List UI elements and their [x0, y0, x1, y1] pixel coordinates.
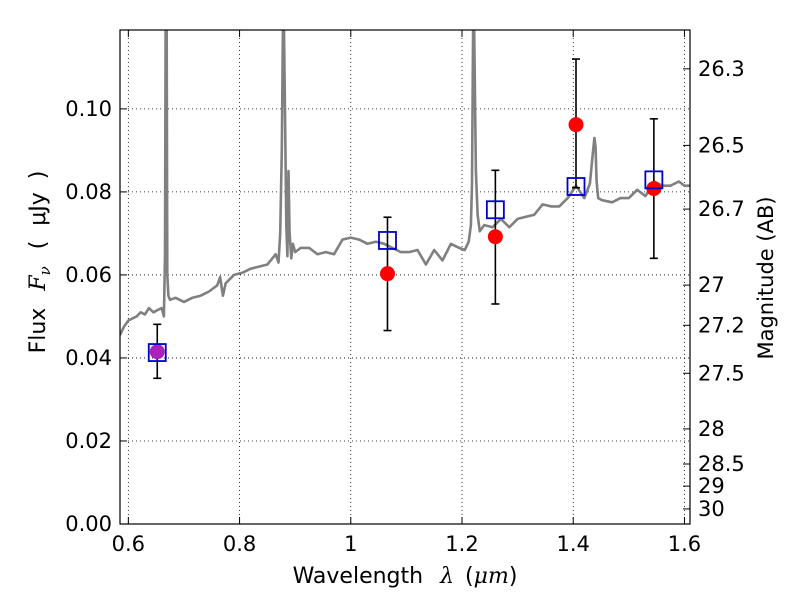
x-label-text: Wavelength	[293, 564, 424, 589]
y-label-unit: μJy	[26, 192, 51, 226]
x-tick-label: 0.6	[112, 532, 145, 556]
synthetic-point	[644, 170, 664, 190]
observed-point	[149, 344, 165, 360]
axis-ticks: 0.6 0.8 1 1.2 1.4 1.6 0.00 0.02 0.04 0.06 0.08 0.10…	[65, 30, 745, 556]
model-spectrum-line	[120, 30, 690, 336]
synthetic-point	[378, 231, 397, 250]
synthetic-point	[485, 200, 505, 220]
mag-tick-label: 30	[698, 497, 725, 521]
observed-point	[379, 266, 395, 282]
y-tick-label: 0.08	[65, 180, 112, 204]
mag-tick-label: 28.5	[698, 452, 745, 476]
y2-axis-label: Magnitude (AB)	[754, 196, 778, 359]
x-label-close: )	[509, 564, 518, 589]
mag-tick-label: 27.5	[698, 361, 745, 385]
y-tick-label: 0.06	[65, 263, 112, 287]
x-label-unit: μm	[474, 564, 509, 589]
x-tick-label: 1.6	[668, 532, 701, 556]
mag-tick-label: 27	[698, 273, 725, 297]
mag-tick-label: 26.7	[698, 197, 745, 221]
y-label-text: Flux	[26, 308, 51, 354]
y-label-close: )	[26, 171, 51, 180]
x-tick-label: 1.2	[445, 532, 478, 556]
y-label-open: (	[26, 241, 51, 250]
mag-tick-label: 26.5	[698, 133, 745, 157]
y-tick-label: 0.00	[65, 512, 112, 536]
y-label-subscript: ν	[36, 266, 54, 275]
x-tick-label: 1	[344, 532, 357, 556]
x-tick-label: 1.4	[557, 532, 590, 556]
plot-area	[120, 30, 690, 380]
synthetic-point	[566, 177, 586, 196]
y-label-symbol: F	[26, 275, 51, 292]
y-tick-label: 0.04	[65, 346, 112, 370]
mag-tick-label: 29	[698, 474, 725, 498]
synthetic-point	[147, 343, 167, 362]
mag-tick-label: 28	[698, 417, 725, 441]
y-axis-label: Flux Fν ( μJy )	[26, 171, 56, 354]
y-tick-label: 0.02	[65, 429, 112, 453]
y-tick-label: 0.10	[65, 97, 112, 121]
mag-tick-label: 26.3	[698, 57, 745, 81]
x-label-symbol: λ	[439, 564, 454, 589]
observed-point	[487, 229, 503, 245]
mag-tick-label: 27.2	[698, 313, 745, 337]
observed-point	[568, 117, 584, 133]
x-label-open: (	[465, 564, 474, 589]
x-tick-label: 0.8	[223, 532, 256, 556]
x-axis-label: Wavelength λ (μm)	[293, 564, 518, 589]
plot-frame	[119, 29, 691, 525]
